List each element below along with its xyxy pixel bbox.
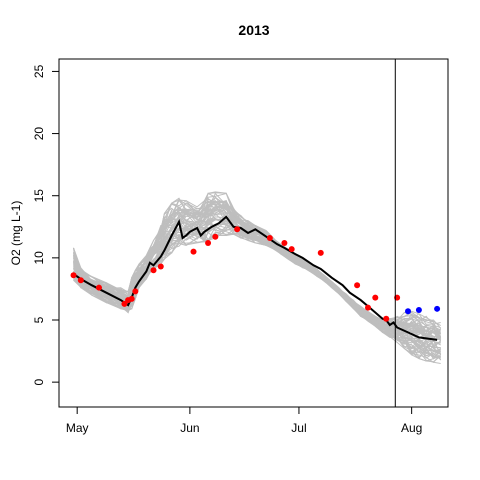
observed-point [234, 226, 241, 233]
observed-point [157, 263, 164, 270]
observed-point [372, 294, 379, 301]
observed-point [266, 234, 273, 241]
median-group [72, 215, 438, 341]
y-axis: 0 5 10 15 20 25 [32, 64, 60, 385]
y-axis-label: O2 (mg L-1) [9, 201, 23, 266]
x-tick-label: May [66, 421, 89, 435]
observed-point [383, 315, 390, 322]
ensemble-line [73, 192, 442, 335]
ensemble-line [73, 226, 441, 359]
ensemble-group [73, 191, 442, 364]
y-tick-label: 10 [32, 251, 46, 265]
ensemble-line [73, 203, 441, 335]
observed-point [288, 246, 295, 253]
forecast-obs-point [405, 308, 412, 315]
ensemble-line [73, 192, 441, 338]
y-tick-label: 15 [32, 189, 46, 203]
observed-point [70, 272, 77, 279]
chart-title: 2013 [238, 22, 269, 38]
y-tick-label: 5 [32, 316, 46, 323]
y-tick-label: 25 [32, 64, 46, 78]
observed-point [365, 304, 372, 311]
observed-point [281, 239, 288, 246]
observed-point [95, 284, 102, 291]
forecast-obs-point [415, 307, 422, 314]
observed-point [150, 267, 157, 274]
observed-point [354, 282, 361, 289]
median-line [72, 215, 438, 341]
observed-point [132, 288, 139, 295]
y-tick-label: 20 [32, 127, 46, 141]
x-tick-label: Aug [401, 421, 422, 435]
observed-point [317, 249, 324, 256]
x-tick-label: Jun [180, 421, 199, 435]
x-axis: May Jun Jul Aug [66, 406, 422, 435]
observed-point [121, 300, 128, 307]
forecast-obs-point [434, 305, 441, 312]
ensemble-line [73, 201, 442, 339]
observed-point [190, 248, 197, 255]
ensemble-line [73, 230, 441, 360]
x-tick-label: Jul [291, 421, 306, 435]
y-tick-label: 0 [32, 378, 46, 385]
observed-point [77, 277, 84, 284]
observed-group [70, 226, 401, 322]
observed-point [212, 233, 219, 240]
forecast-group [405, 305, 441, 315]
observed-point [205, 239, 212, 246]
ensemble-line [73, 195, 442, 338]
observed-point [128, 295, 135, 302]
